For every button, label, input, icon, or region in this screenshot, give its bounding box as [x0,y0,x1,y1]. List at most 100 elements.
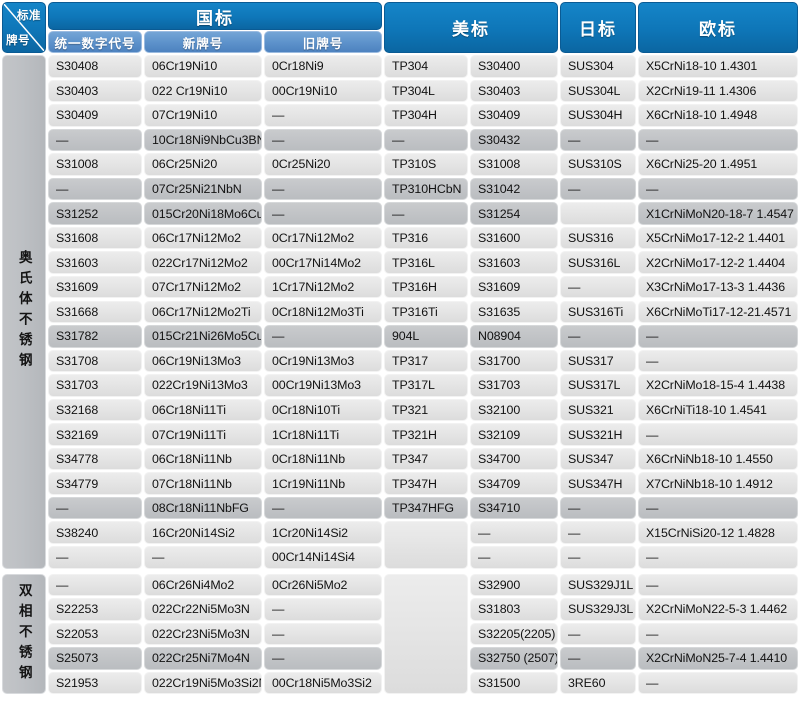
table-cell: 0Cr18Ni10Ti [264,398,382,422]
table-cell: N08904 [470,325,558,348]
header-group-label: 国标 [196,8,234,28]
table-cell-value: 08Cr18Ni11NbFG [152,501,249,516]
table-cell-value: X2CrNi19-11 1.4306 [646,83,757,98]
table-cell-value: 06Cr19Ni10 [152,59,218,74]
table-cell: SUS317L [560,374,636,397]
table-cell-value: S31703 [478,378,521,393]
table-cell-value: SUS329J1L [568,577,634,592]
table-cell: TP321 [384,398,468,422]
table-cell-value: TP347HFG [392,501,454,516]
table-cell: TP317 [384,349,468,373]
table-cell: S38240 [48,521,142,544]
table-cell-value: 00Cr14Ni14Si4 [272,550,355,565]
table-cell-merged-empty [384,521,468,569]
table-cell-value: S34779 [56,476,99,491]
table-cell-value: 022Cr22Ni5Mo3N [152,602,250,617]
table-cell: 904L [384,325,468,348]
table-cell: SUS329J3L [560,598,636,621]
table-cell-value: 07Cr19Ni11Ti [152,427,226,442]
table-cell-value: 015Cr21Ni26Mo5Cu2 [152,329,262,344]
table-cell: SUS304H [560,104,636,127]
table-cell-value: S21953 [56,676,99,691]
table-cell-value: S31600 [478,231,521,246]
table-cell-value: — [568,525,581,540]
table-cell: 3RE60 [560,671,636,695]
table-cell: TP316 [384,226,468,250]
section-label-austenitic: 奥氏体不锈钢 [2,55,46,569]
table-cell: 16Cr20Ni14Si2 [144,521,262,544]
table-cell: — [48,546,142,569]
table-cell-value: 022Cr23Ni5Mo3N [152,626,250,641]
table-cell: 022Cr25Ni7Mo4N [144,647,262,670]
table-cell: S34710 [470,496,558,520]
table-cell: S30403 [48,79,142,103]
table-cell: X2CrNiMo18-15-4 1.4438 [638,374,798,397]
table-cell-value: — [646,427,659,442]
table-cell-value: 022Cr19Ni13Mo3 [152,378,248,393]
table-cell-value: TP317 [392,353,429,368]
table-cell: S31668 [48,300,142,324]
table-cell-value: 00Cr19Ni13Mo3 [272,378,361,393]
header-group-jis[interactable]: 日标 [560,2,636,53]
table-cell: 06Cr18Ni11Ti [144,398,262,422]
table-cell: 0Cr26Ni5Mo2 [264,573,382,597]
table-cell: X5CrNiMo17-12-2 1.4401 [638,226,798,250]
table-cell-value: 015Cr20Ni18Mo6CuN [152,206,262,221]
table-cell-value: SUS317 [568,353,614,368]
table-cell: S34778 [48,447,142,471]
table-cell: 0Cr19Ni13Mo3 [264,349,382,373]
header-sub-gb-new[interactable]: 新牌号 [144,31,262,53]
table-cell: 022Cr23Ni5Mo3N [144,622,262,646]
table-cell: S31500 [470,671,558,695]
table-cell: S31609 [470,275,558,299]
table-cell: — [264,496,382,520]
table-cell-value: — [568,132,581,147]
table-cell: S22253 [48,598,142,621]
table-cell-value: 3RE60 [568,676,606,691]
table-cell-value: — [56,550,69,565]
header-group-label: 日标 [579,20,617,39]
table-cell: S25073 [48,647,142,670]
table-cell: 022Cr17Ni12Mo2 [144,251,262,274]
table-cell: SUS316Ti [560,300,636,324]
header-group-label: 欧标 [699,20,737,39]
table-cell-value: S30403 [56,83,99,98]
table-cell-value: — [56,182,69,197]
header-sub-gb-old[interactable]: 旧牌号 [264,31,382,53]
header-group-astm[interactable]: 美标 [384,2,558,53]
header-group-en[interactable]: 欧标 [638,2,798,53]
table-cell-value: SUS304 [568,59,614,74]
table-cell: TP317L [384,374,468,397]
table-cell: — [264,177,382,201]
table-cell-value: — [392,206,405,221]
table-cell: — [48,496,142,520]
table-cell-value: S32109 [478,427,521,442]
table-cell: — [560,128,636,152]
table-cell-value: SUS304H [568,108,623,123]
table-cell: SUS304L [560,79,636,103]
table-cell: S31008 [48,153,142,176]
table-cell-value: — [56,501,69,516]
table-cell: X6CrNiTi18-10 1.4541 [638,398,798,422]
table-cell: S30409 [48,104,142,127]
table-cell: X2CrNiMoN22-5-3 1.4462 [638,598,798,621]
table-cell: SUS321H [560,423,636,446]
header-group-gb[interactable]: 国标 [48,2,382,30]
table-cell: TP347HFG [384,496,468,520]
table-cell: — [638,349,798,373]
table-cell-value: S30403 [478,83,521,98]
table-cell-value: 022Cr19Ni5Mo3Si2N [152,676,262,691]
table-cell-value: X2CrNiMo18-15-4 1.4438 [646,378,785,393]
table-cell: — [144,546,262,569]
table-cell: — [560,647,636,670]
table-cell-value: — [272,108,285,123]
table-cell-value: 07Cr18Ni11Nb [152,476,232,491]
table-cell: — [384,202,468,225]
table-cell-value: S32750 (2507) [478,651,558,666]
table-cell-value: S34710 [478,501,521,516]
header-corner-standard-label: 标准 [17,10,41,22]
table-cell-value: — [646,353,659,368]
table-cell: 00Cr17Ni14Mo2 [264,251,382,274]
header-sub-gb-unified[interactable]: 统一数字代号 [48,31,142,53]
table-cell: 00Cr19Ni10 [264,79,382,103]
